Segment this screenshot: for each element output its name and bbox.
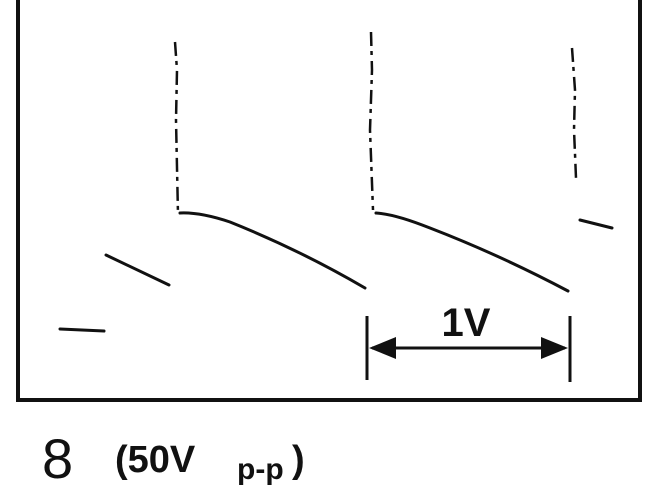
trace-edge (173, 41, 180, 216)
caption-close: ) (292, 439, 305, 481)
scope-frame (16, 0, 642, 402)
caption-value: (50V (115, 439, 196, 481)
trace-segment (104, 253, 171, 287)
annotation: 1V (442, 301, 491, 345)
trace-ramp (374, 211, 570, 293)
arrowhead (541, 337, 568, 359)
trace-edge (570, 47, 578, 179)
trace-segment (578, 218, 614, 230)
trace-ramp (178, 211, 367, 290)
trace-segment (58, 327, 106, 333)
caption-number: 8 (42, 427, 73, 487)
caption-subscript: p-p (237, 453, 284, 486)
measurement: 1V (365, 301, 572, 382)
waveform (58, 31, 614, 333)
trace-edge (368, 31, 375, 211)
caption: 8 (50V p-p ) (42, 427, 305, 487)
arrowhead (369, 337, 396, 359)
